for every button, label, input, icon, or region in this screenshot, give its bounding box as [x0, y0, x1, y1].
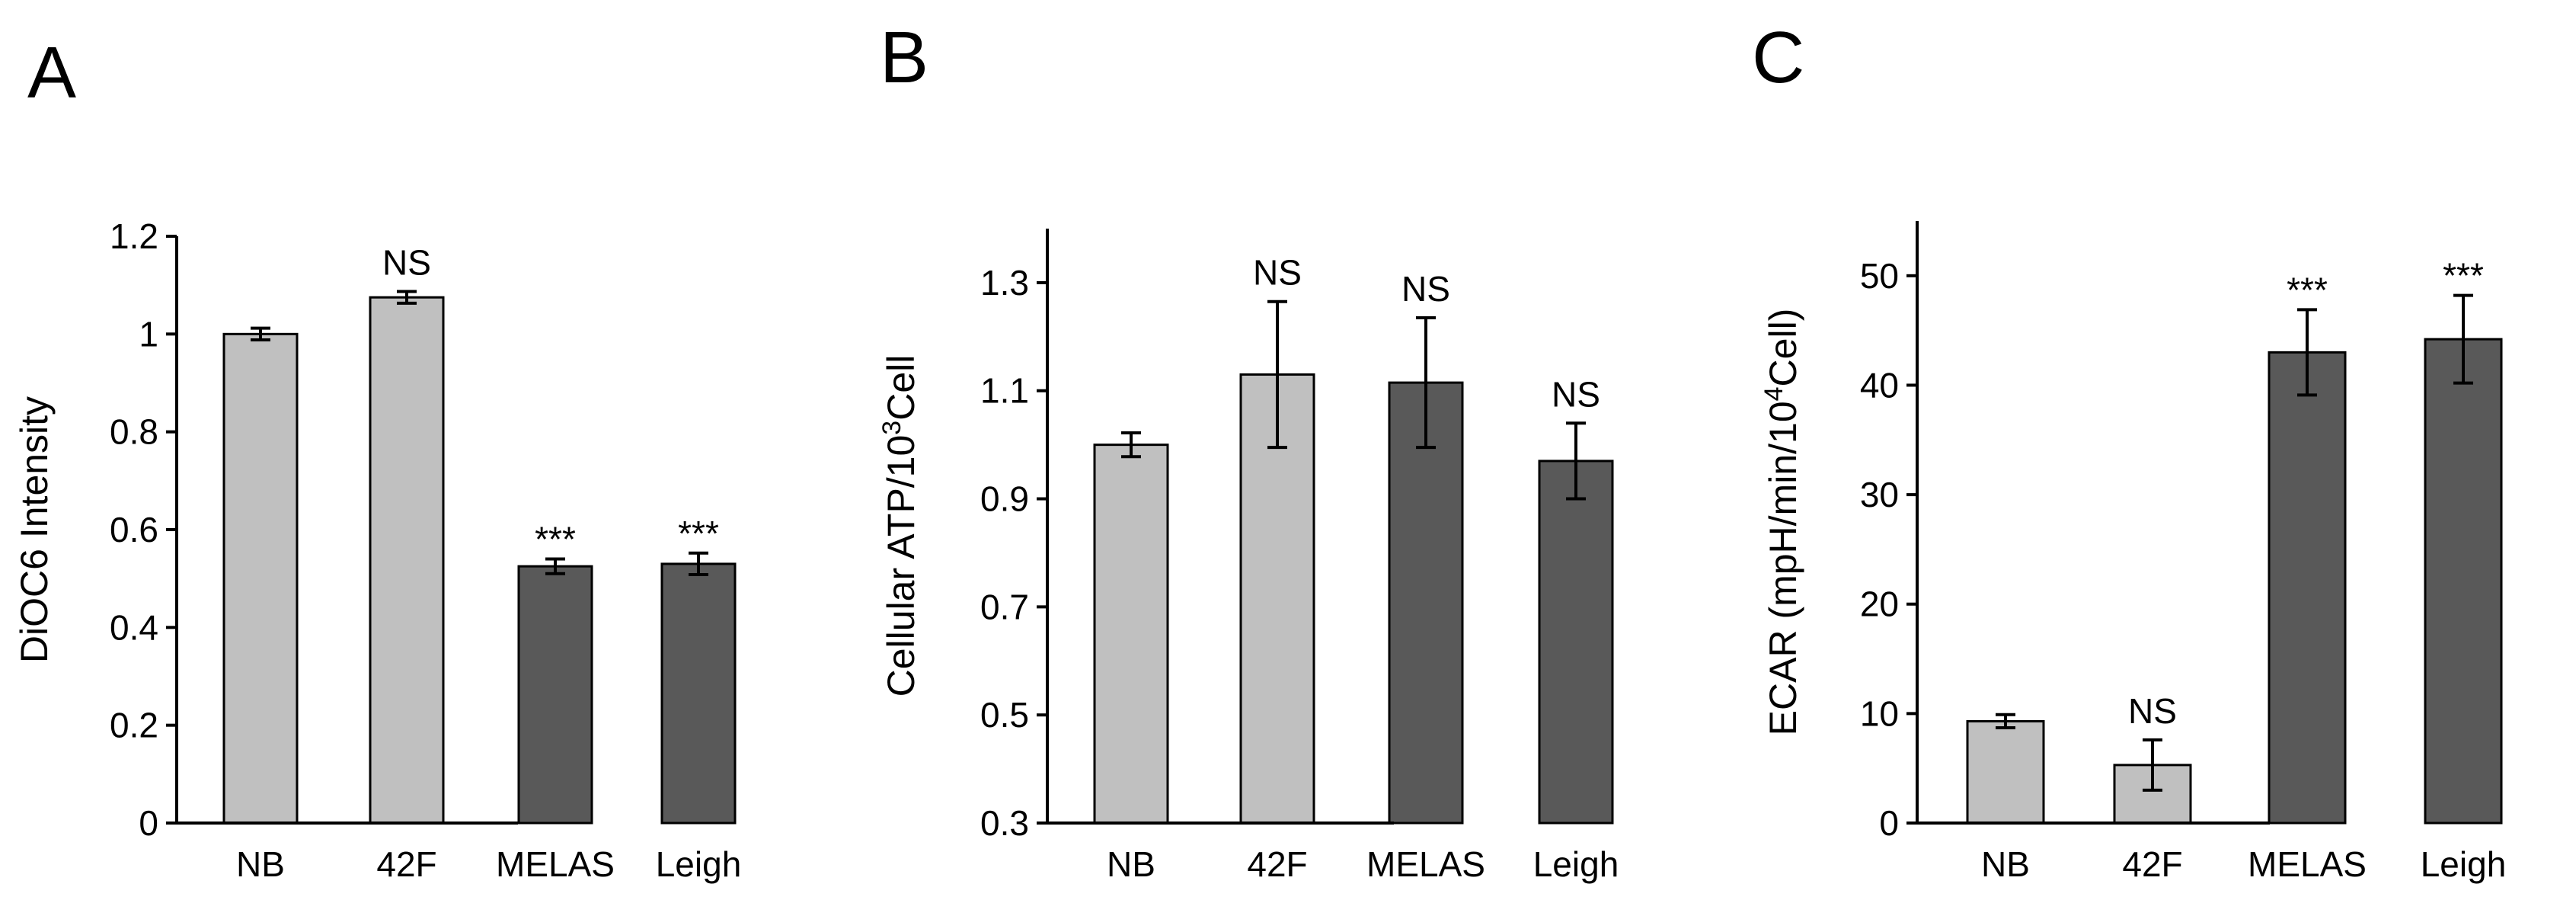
y-axis-label: Cellular ATP/103Cell	[877, 355, 922, 697]
y-tick-label: 0.4	[110, 607, 158, 647]
bar-melas	[2268, 351, 2347, 825]
bar-42f	[369, 296, 445, 825]
x-tick-label: 42F	[1247, 844, 1307, 884]
x-tick-label: NB	[1981, 844, 2030, 884]
y-tick-label: 0.2	[110, 706, 158, 745]
y-tick-label: 1	[139, 314, 158, 354]
significance-label: NS	[1253, 253, 1302, 293]
bar-nb	[222, 332, 299, 825]
panel-letter-a: A	[27, 32, 76, 114]
y-tick-label: 0.6	[110, 510, 158, 549]
bar-leigh	[660, 562, 737, 825]
significance-label: ***	[2443, 256, 2484, 296]
y-tick-label: 0	[139, 803, 158, 843]
y-tick-label: 1.1	[980, 371, 1029, 411]
x-tick-label: NB	[236, 844, 285, 884]
x-tick-label: MELAS	[1366, 844, 1485, 884]
bar-melas	[517, 565, 593, 825]
y-tick-label: 10	[1860, 693, 1899, 733]
panel-letter-b: B	[880, 17, 928, 98]
significance-label: ***	[535, 520, 576, 559]
significance-label: NS	[1401, 269, 1450, 309]
x-tick-label: Leigh	[656, 844, 742, 884]
bar-leigh	[2424, 338, 2503, 825]
significance-label: ***	[2287, 270, 2328, 309]
y-tick-label: 30	[1860, 475, 1899, 514]
x-tick-label: Leigh	[1533, 844, 1619, 884]
y-axis-label: DiOC6 Intensity	[13, 396, 56, 663]
y-tick-label: 40	[1860, 365, 1899, 405]
y-tick-label: 0.9	[980, 479, 1029, 519]
significance-label: ***	[678, 514, 719, 553]
bar-melas	[1388, 381, 1464, 825]
x-tick-label: MELAS	[496, 844, 615, 884]
panel-c: C NB NS 42F *** MELAS *** Leigh 0 10 20 30 40 50 ECAR…	[1752, 17, 2506, 884]
panel-b: B NB NS 42F NS MELAS NS Leigh 0.3 0.5 0.7 0.9 1.1 1.…	[877, 17, 1619, 884]
y-tick-label: 0.5	[980, 695, 1029, 735]
y-tick-label: 20	[1860, 585, 1899, 624]
bar-nb	[1966, 719, 2045, 825]
x-tick-label: 42F	[376, 844, 436, 884]
y-tick-label: 0	[1879, 803, 1899, 843]
y-tick-label: 50	[1860, 256, 1899, 296]
x-tick-label: MELAS	[2248, 844, 2367, 884]
y-axis-label: ECAR (mpH/min/104Cell)	[1759, 309, 1804, 736]
significance-label: NS	[2128, 691, 2177, 731]
x-tick-label: NB	[1107, 844, 1155, 884]
y-tick-label: 1.3	[980, 263, 1029, 303]
significance-label: NS	[1552, 374, 1600, 414]
panel-letter-c: C	[1752, 17, 1804, 98]
bar-nb	[1093, 444, 1169, 825]
y-tick-label: 0.8	[110, 412, 158, 452]
x-tick-label: 42F	[2122, 844, 2182, 884]
panel-a: A NB NS 42F *** MELAS *** Leigh 0 0.2 0.4 0.6 0.8 1 1…	[13, 32, 741, 884]
x-tick-label: Leigh	[2421, 844, 2507, 884]
y-tick-label: 0.7	[980, 587, 1029, 626]
significance-label: NS	[382, 243, 431, 283]
y-tick-label: 1.2	[110, 216, 158, 256]
bar-42f	[1239, 373, 1315, 825]
y-tick-label: 0.3	[980, 803, 1029, 843]
bar-leigh	[1538, 460, 1614, 825]
